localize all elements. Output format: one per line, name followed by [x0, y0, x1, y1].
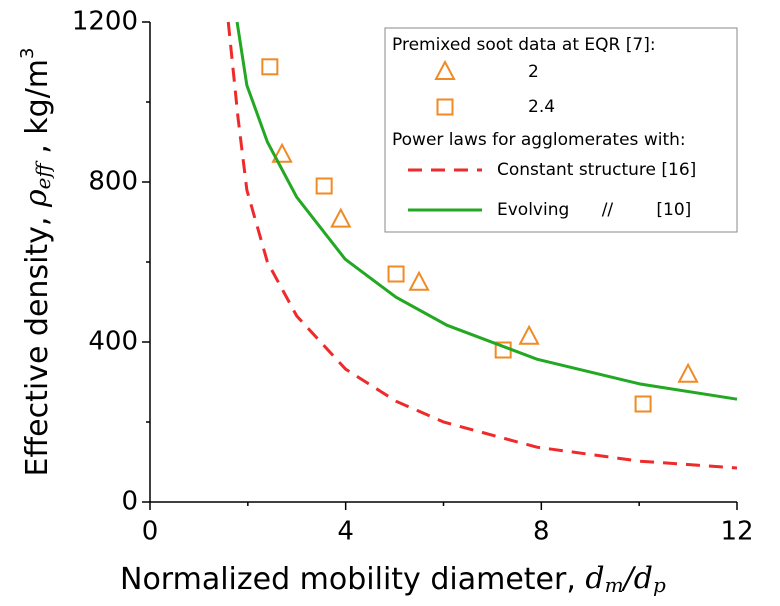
triangle-marker	[408, 270, 430, 291]
square-marker	[315, 177, 333, 195]
x-label-sub: m	[605, 573, 624, 597]
x-tick-label: 0	[142, 517, 159, 547]
y-tick-label: 800	[88, 167, 138, 197]
x-label-text: Normalized mobility diameter,	[120, 562, 585, 597]
legend-label: 2.4	[528, 97, 555, 117]
y-label-text: Effective density,	[20, 207, 55, 477]
x-axis-label: Normalized mobility diameter, dm/dp	[120, 561, 666, 597]
y-axis-label: Effective density, ρeff , kg/m3	[17, 48, 55, 477]
legend-title: Power laws for agglomerates with:	[392, 130, 686, 150]
triangle-marker	[677, 362, 699, 383]
x-label-sub: p	[653, 573, 666, 597]
x-label-math: d	[585, 561, 604, 596]
square-marker	[436, 98, 454, 116]
series-line	[226, 21, 738, 470]
legend-label: Evolving // [10]	[497, 200, 691, 220]
y-label-math: ρ	[19, 189, 54, 208]
x-tick-label: 4	[337, 517, 354, 547]
x-tick-label: 12	[720, 517, 753, 547]
y-label-text: , kg/m	[20, 59, 55, 163]
square-marker	[634, 395, 652, 413]
y-label-sup: 3	[17, 48, 38, 59]
x-tick-label: 8	[533, 517, 550, 547]
y-tick-label: 1200	[72, 7, 138, 37]
y-tick-label: 0	[121, 487, 138, 517]
legend-label: 2	[528, 62, 539, 82]
legend-label: Constant structure [16]	[497, 160, 696, 180]
triangle-marker	[434, 59, 456, 80]
triangle-marker	[330, 207, 352, 228]
y-label-sub: eff	[31, 160, 55, 190]
square-marker	[387, 265, 405, 283]
square-marker	[261, 58, 279, 76]
x-label-math: /	[621, 561, 637, 596]
series-line	[235, 21, 738, 401]
x-label-math: d	[634, 561, 653, 596]
legend-box	[384, 27, 738, 233]
y-tick-label: 400	[88, 327, 138, 357]
legend-title: Premixed soot data at EQR [7]:	[392, 35, 656, 55]
triangle-marker	[271, 142, 293, 163]
triangle-marker	[518, 324, 540, 345]
